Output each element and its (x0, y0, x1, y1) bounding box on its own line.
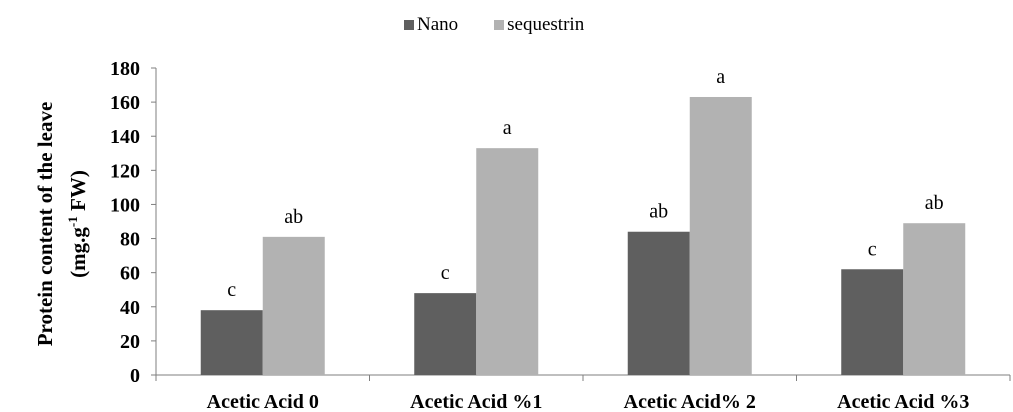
bar-significance-label: c (868, 238, 877, 260)
bar-significance-label: ab (925, 192, 944, 214)
y-tick-label: 140 (110, 126, 140, 148)
y-tick-label: 40 (120, 297, 140, 319)
chart-legend: Nano sequestrin (404, 14, 620, 36)
bar-significance-label: a (716, 66, 725, 88)
bar-sequestrin (476, 148, 539, 375)
bar-significance-label: c (441, 262, 450, 284)
legend-swatch-sequestrin (494, 20, 505, 30)
y-tick-label: 180 (110, 58, 140, 80)
y-tick-label: 20 (120, 331, 140, 353)
x-category-label: Acetic Acid %3 (837, 391, 969, 412)
bar-sequestrin (262, 236, 325, 375)
bar-significance-label: c (227, 279, 236, 301)
legend-item-sequestrin: sequestrin (494, 14, 584, 36)
x-category-label: Acetic Acid %1 (410, 391, 542, 412)
bar-significance-label: ab (649, 201, 668, 223)
x-category-label: Acetic Acid 0 (207, 391, 319, 412)
y-tick-label: 120 (110, 160, 140, 182)
legend-swatch-nano (404, 20, 414, 30)
y-tick-label: 100 (110, 194, 140, 216)
bar-significance-label: a (503, 117, 512, 139)
bar-sequestrin (689, 96, 752, 375)
bar-significance-label: ab (284, 206, 303, 228)
x-category-label: Acetic Acid% 2 (624, 391, 756, 412)
bar-nano (627, 231, 690, 375)
y-tick-label: 60 (120, 263, 140, 285)
y-tick-label: 80 (120, 229, 140, 251)
bar-sequestrin (903, 223, 966, 375)
y-tick-label: 160 (110, 92, 140, 114)
bar-nano (200, 310, 263, 375)
y-tick-label: 0 (130, 365, 140, 387)
legend-label-nano: Nano (417, 14, 459, 35)
legend-item-nano: Nano (404, 14, 458, 36)
bar-nano (841, 269, 904, 375)
bar-nano (414, 293, 477, 375)
legend-label-sequestrin: sequestrin (507, 14, 585, 35)
